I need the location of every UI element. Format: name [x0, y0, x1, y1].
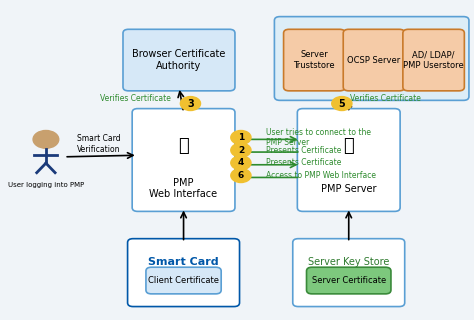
FancyBboxPatch shape — [132, 108, 235, 212]
Text: AD/ LDAP/
PMP Userstore: AD/ LDAP/ PMP Userstore — [403, 50, 464, 70]
Text: PMP Server: PMP Server — [321, 184, 376, 194]
Text: Access to PMP Web Interface: Access to PMP Web Interface — [266, 171, 376, 180]
Circle shape — [231, 156, 251, 170]
Text: User logging into PMP: User logging into PMP — [8, 182, 84, 188]
Text: 2: 2 — [238, 146, 244, 155]
Text: Server
Truststore: Server Truststore — [293, 50, 335, 70]
Text: 3: 3 — [187, 99, 194, 108]
Text: 6: 6 — [238, 171, 244, 180]
Circle shape — [180, 97, 201, 110]
Text: Smart Card: Smart Card — [148, 257, 219, 267]
FancyBboxPatch shape — [343, 29, 405, 91]
Text: Server Key Store: Server Key Store — [308, 257, 390, 267]
FancyBboxPatch shape — [146, 267, 221, 294]
Text: Browser Certificate
Authority: Browser Certificate Authority — [132, 49, 226, 71]
Text: User tries to connect to the
PMP Server: User tries to connect to the PMP Server — [266, 128, 371, 147]
Text: OCSP Server: OCSP Server — [347, 56, 401, 65]
Text: 🖥: 🖥 — [343, 137, 354, 155]
Text: 4: 4 — [238, 158, 244, 167]
FancyBboxPatch shape — [274, 17, 469, 100]
Text: Verifies Certificate: Verifies Certificate — [350, 94, 421, 103]
FancyBboxPatch shape — [123, 29, 235, 91]
Text: Client Certificate: Client Certificate — [148, 276, 219, 285]
FancyBboxPatch shape — [283, 29, 345, 91]
Text: 🖥: 🖥 — [178, 137, 189, 155]
Text: Smart Card
Verification: Smart Card Verification — [77, 134, 120, 154]
Circle shape — [231, 169, 251, 182]
Text: Presents Certificate: Presents Certificate — [266, 146, 342, 155]
Text: 5: 5 — [338, 99, 345, 108]
FancyBboxPatch shape — [128, 239, 239, 307]
Text: 1: 1 — [238, 133, 244, 142]
FancyBboxPatch shape — [293, 239, 405, 307]
Circle shape — [231, 143, 251, 157]
Text: Presents Certificate: Presents Certificate — [266, 158, 342, 167]
Circle shape — [332, 97, 352, 110]
FancyBboxPatch shape — [307, 267, 391, 294]
Text: Server Certificate: Server Certificate — [311, 276, 386, 285]
Text: PMP
Web Interface: PMP Web Interface — [149, 178, 218, 199]
Text: Verifies Certificate: Verifies Certificate — [100, 94, 171, 103]
FancyBboxPatch shape — [403, 29, 465, 91]
Circle shape — [33, 131, 59, 148]
FancyBboxPatch shape — [297, 108, 400, 212]
Circle shape — [231, 131, 251, 144]
